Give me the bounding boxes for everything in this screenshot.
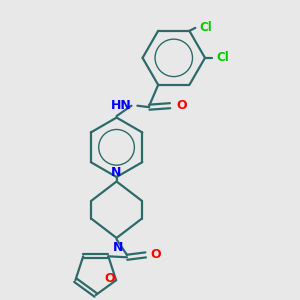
Text: O: O <box>104 272 115 285</box>
Text: N: N <box>111 166 122 178</box>
Text: O: O <box>151 248 161 261</box>
Text: Cl: Cl <box>217 51 230 64</box>
Text: N: N <box>113 241 123 254</box>
Text: HN: HN <box>111 99 131 112</box>
Text: O: O <box>176 99 187 112</box>
Text: Cl: Cl <box>200 21 212 34</box>
